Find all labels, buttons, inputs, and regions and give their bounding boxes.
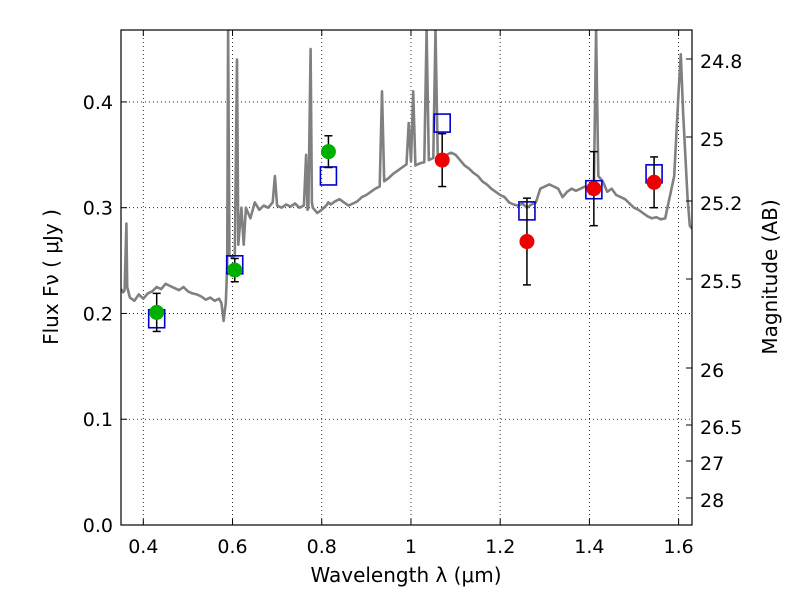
y-tick-label: 0.2: [83, 303, 113, 325]
y-tick-label: 0.1: [83, 409, 113, 431]
errorbars-layer: [152, 132, 659, 333]
y-tick-label: 0.3: [83, 198, 113, 220]
red-observed-point: [646, 174, 662, 190]
y2-axis-label: Magnitude (AB): [758, 199, 782, 354]
y-axis-label: Flux Fν ( μJy ): [39, 209, 63, 345]
red-observed-point: [519, 234, 535, 250]
spectrum-line: [121, 30, 692, 323]
magnitude-tick-label: 25.5: [700, 271, 742, 293]
x-tick-label: 0.6: [217, 536, 247, 558]
magnitude-tick-label: 27: [700, 453, 724, 475]
x-tick-label: 1: [405, 536, 417, 558]
y-tick-label: 0.0: [83, 515, 113, 537]
spectrum-layer: [121, 30, 692, 323]
x-tick-label: 0.8: [307, 536, 337, 558]
magnitude-tick-label: 24.8: [700, 51, 742, 73]
green-observed-point: [320, 144, 336, 160]
red-observed-point: [586, 181, 602, 197]
magnitude-tick-label: 25: [700, 129, 724, 151]
magnitude-tick-label: 25.2: [700, 193, 742, 215]
red-observed-point: [434, 152, 450, 168]
x-tick-labels: 0.4 0.6 0.8 1 1.2 1.4 1.6: [128, 536, 694, 558]
gridlines: [121, 30, 692, 526]
observed-points-layer: [149, 144, 662, 320]
magnitude-tick-labels: 24.8 25 25.2 25.5 26 26.5 27 28: [700, 51, 742, 512]
green-observed-point: [227, 262, 243, 278]
magnitude-tick-label: 26.5: [700, 417, 742, 439]
magnitude-tick-label: 26: [700, 360, 724, 382]
y-tick-labels: 0.0 0.1 0.2 0.3 0.4: [83, 92, 113, 537]
green-observed-point: [149, 304, 165, 320]
x-tick-label: 1.2: [485, 536, 515, 558]
x-tick-label: 0.4: [128, 536, 158, 558]
x-axis-label: Wavelength λ (μm): [310, 563, 501, 587]
x-tick-label: 1.6: [664, 536, 694, 558]
axis-ticks: [121, 30, 692, 526]
x-tick-label: 1.4: [574, 536, 604, 558]
magnitude-tick-label: 28: [700, 490, 724, 512]
y-tick-label: 0.4: [83, 92, 113, 114]
plot-frame: [120, 29, 693, 526]
model-point: [433, 113, 451, 133]
